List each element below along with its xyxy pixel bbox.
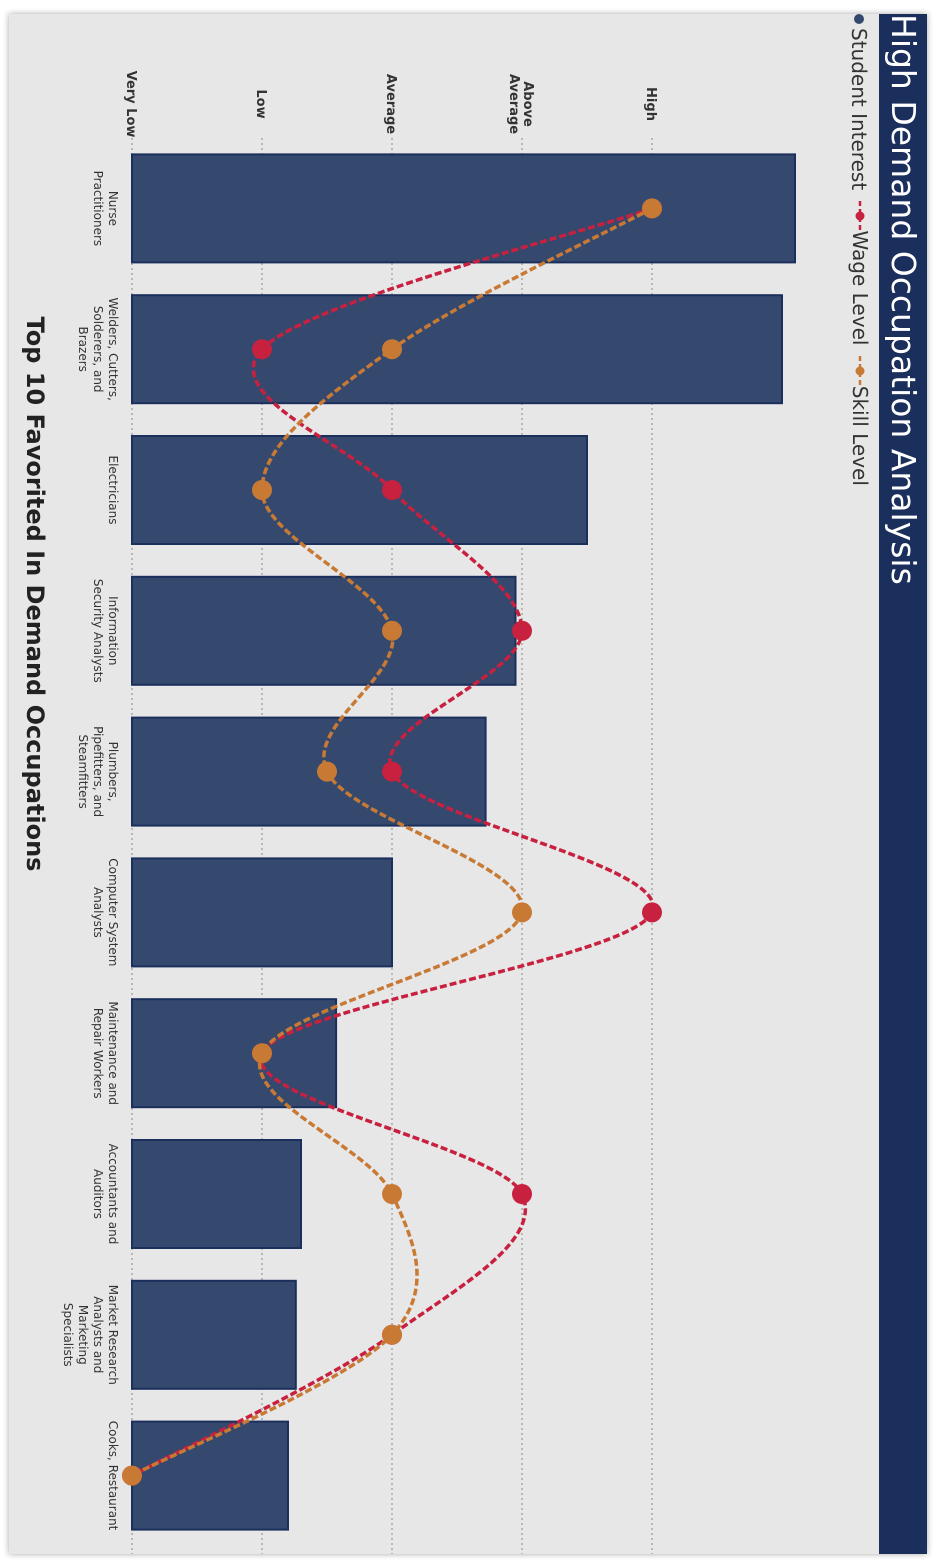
skill-level-point xyxy=(382,339,402,360)
category-label: NursePractitioners xyxy=(91,171,120,247)
legend-dashed-line-icon xyxy=(855,355,865,386)
category-label: Electricians xyxy=(106,455,120,524)
bar xyxy=(131,575,517,686)
chart-subtitle: Top 10 Favorited In Demand Occupations xyxy=(21,317,49,872)
skill-level-point xyxy=(122,1465,142,1486)
skill-level-point xyxy=(317,761,337,782)
legend-item-skill-level[interactable]: Skill Level xyxy=(848,355,872,486)
wage-level-point xyxy=(512,1184,532,1204)
category-label: Cooks, Restaurant xyxy=(106,1421,120,1531)
bar xyxy=(131,153,796,264)
category-label: Computer SystemAnalysts xyxy=(91,858,120,966)
y-axis-label: Low xyxy=(253,89,268,118)
category-label: Plumbers,Pipefitters, andSteamfitters xyxy=(76,726,120,817)
bar xyxy=(131,435,588,545)
category-label: Accountants andAuditors xyxy=(91,1144,120,1245)
bar xyxy=(131,857,393,968)
skill-level-point xyxy=(252,480,272,500)
y-axis-label: Average xyxy=(383,74,398,134)
chart-card: High Demand Occupation Analysis Student … xyxy=(9,14,927,1554)
y-axis-label: AboveAverage xyxy=(506,74,535,134)
bar xyxy=(130,1279,297,1390)
wage-level-point xyxy=(382,480,402,500)
y-axis-label: Very Low xyxy=(123,71,138,138)
wage-level-point xyxy=(642,902,662,923)
legend-item-wage-level[interactable]: Wage Level xyxy=(848,200,872,345)
wage-level-point xyxy=(512,620,532,641)
wage-level-point xyxy=(252,339,272,360)
y-axis-label: High xyxy=(643,87,658,121)
skill-level-point xyxy=(512,902,532,923)
legend: Student Interest Wage Level Skill Level xyxy=(847,14,873,490)
wage-level-point xyxy=(382,761,402,782)
bar xyxy=(131,294,783,405)
category-label: Maintenance andRepair Workers xyxy=(91,1001,120,1105)
skill-level-point xyxy=(382,1184,402,1204)
skill-level-point xyxy=(382,620,402,641)
skill-level-line xyxy=(131,206,653,1478)
skill-level-point xyxy=(382,1324,402,1345)
category-label: InformationSecurity Analysts xyxy=(91,579,120,683)
bar xyxy=(131,1139,302,1249)
chart-plot: Very Low Low Average AboveAverage High NurseP… xyxy=(21,71,796,1554)
legend-dashed-line-icon xyxy=(855,200,865,231)
category-label: Market ResearchAnalysts andMarketingSpec… xyxy=(61,1285,120,1385)
bar xyxy=(130,998,338,1109)
skill-level-point xyxy=(642,198,662,219)
category-label: Welders, Cutters,Solderers, andBrazers xyxy=(76,297,120,400)
wage-level-line xyxy=(131,206,655,1478)
bar xyxy=(131,716,487,827)
skill-level-point xyxy=(252,1043,272,1064)
